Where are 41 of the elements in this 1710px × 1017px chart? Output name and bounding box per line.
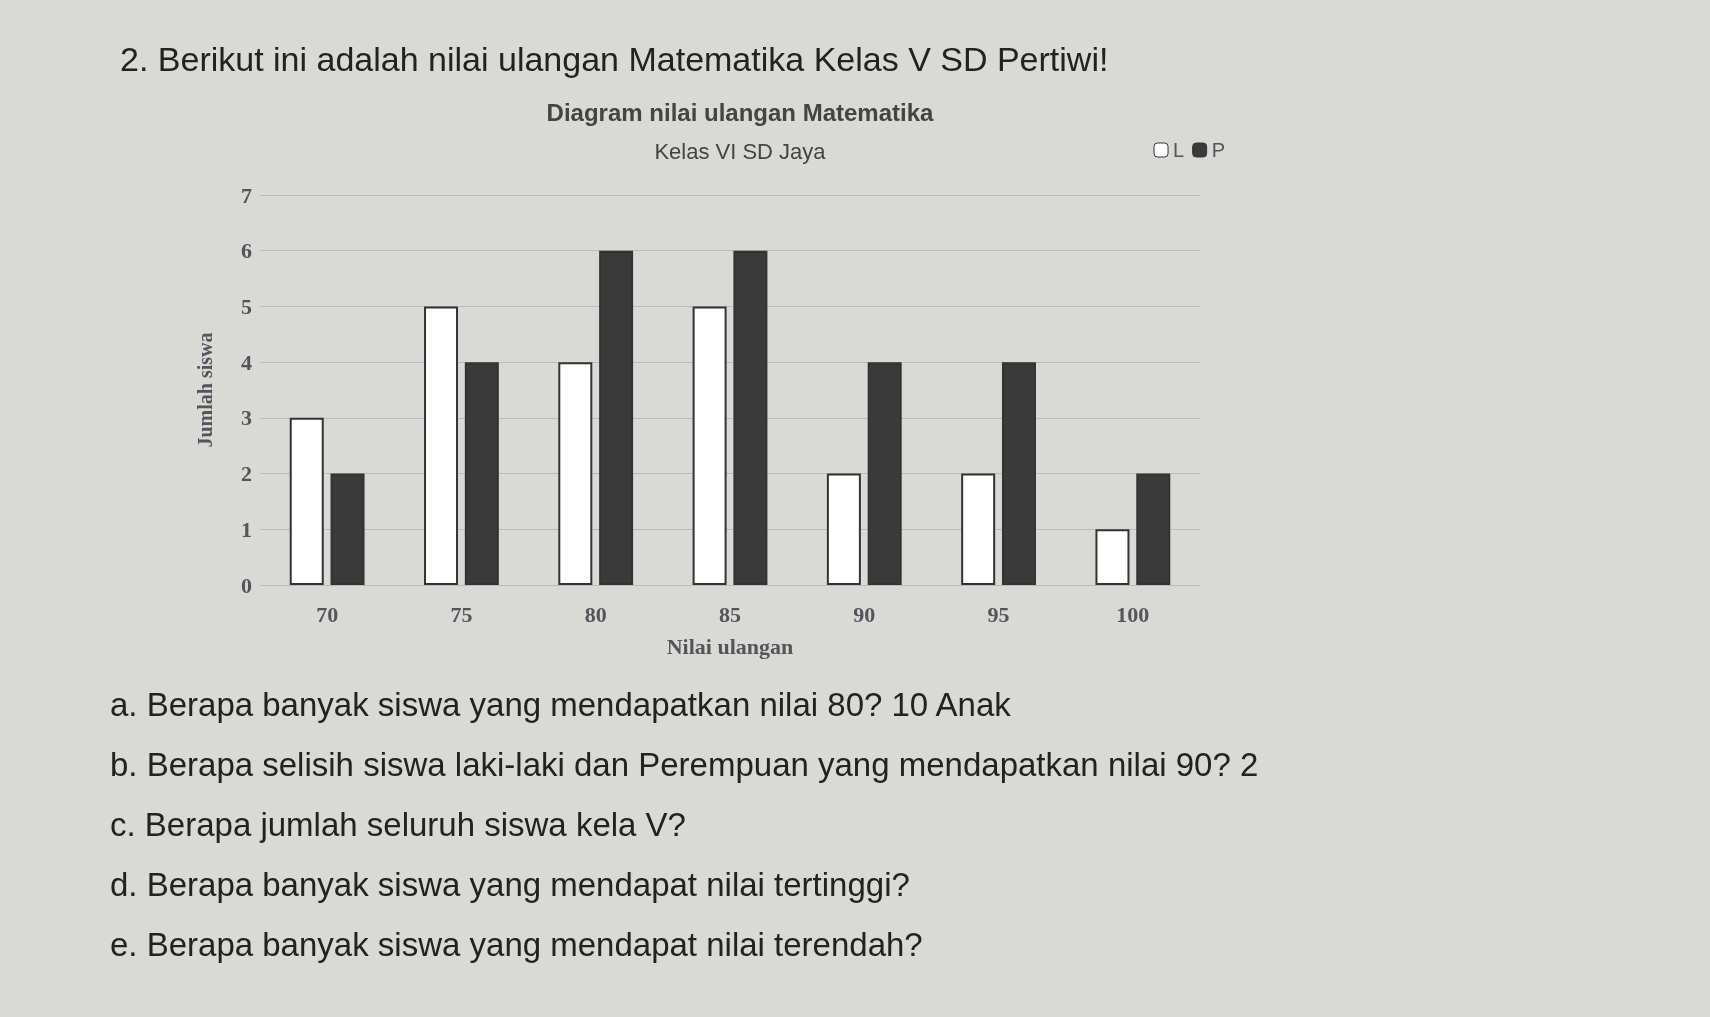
bar	[424, 306, 459, 585]
text: e. Berapa banyak siswa yang mendapat nilai terendah?	[110, 925, 924, 965]
x-tick-label: 70	[316, 601, 339, 627]
x-tick-label: 75	[450, 601, 473, 627]
x-tick-label: 85	[719, 601, 741, 627]
y-tick-label: 6	[241, 238, 252, 264]
chart-subtitle: Kelas VI SD Jaya	[654, 138, 827, 164]
legend-label: P	[1211, 139, 1225, 161]
bar	[330, 473, 365, 585]
y-axis-title: Jumlah siswa	[194, 332, 216, 448]
x-tick-label: 90	[853, 601, 876, 627]
x-tick-label: 100	[1116, 601, 1150, 627]
bar	[289, 417, 324, 585]
y-tick-label: 2	[241, 461, 252, 487]
bar	[558, 362, 593, 585]
bar	[867, 362, 902, 585]
chart-title: Diagram nilai ulangan Matematika	[546, 98, 935, 126]
text: 2. Berikut ini adalah nilai ulangan Matematika Kelas V SD Pertiwi!	[120, 40, 1109, 79]
bar	[961, 473, 996, 585]
x-tick-label: 80	[584, 601, 607, 627]
bar	[733, 250, 768, 585]
text: c. Berapa jumlah seluruh siswa kela V?	[110, 805, 687, 845]
y-tick-label: 5	[241, 293, 252, 319]
y-tick-label: 0	[241, 572, 252, 598]
bar	[599, 250, 634, 585]
x-axis-title: Nilai ulangan	[666, 633, 794, 659]
x-tick-label: 95	[987, 601, 1010, 627]
bar	[692, 306, 727, 585]
text: d. Berapa banyak siswa yang mendapat nilai tertinggi?	[110, 865, 911, 905]
y-tick-label: 7	[241, 182, 252, 208]
bar	[1136, 473, 1171, 585]
text: b. Berapa selisih siswa laki-laki dan Perempuan yang mendapatkan nilai 90? 2	[110, 745, 1259, 785]
bar	[464, 362, 499, 585]
y-tick-label: 3	[241, 405, 252, 431]
text: a. Berapa banyak siswa yang mendapatkan nilai 80? 10 Anak	[110, 685, 1012, 725]
y-tick-label: 4	[241, 349, 252, 375]
bar	[1001, 362, 1036, 585]
bar	[1095, 529, 1130, 585]
legend-label: L	[1173, 139, 1185, 161]
y-tick-label: 1	[241, 516, 252, 542]
bar	[826, 473, 861, 585]
